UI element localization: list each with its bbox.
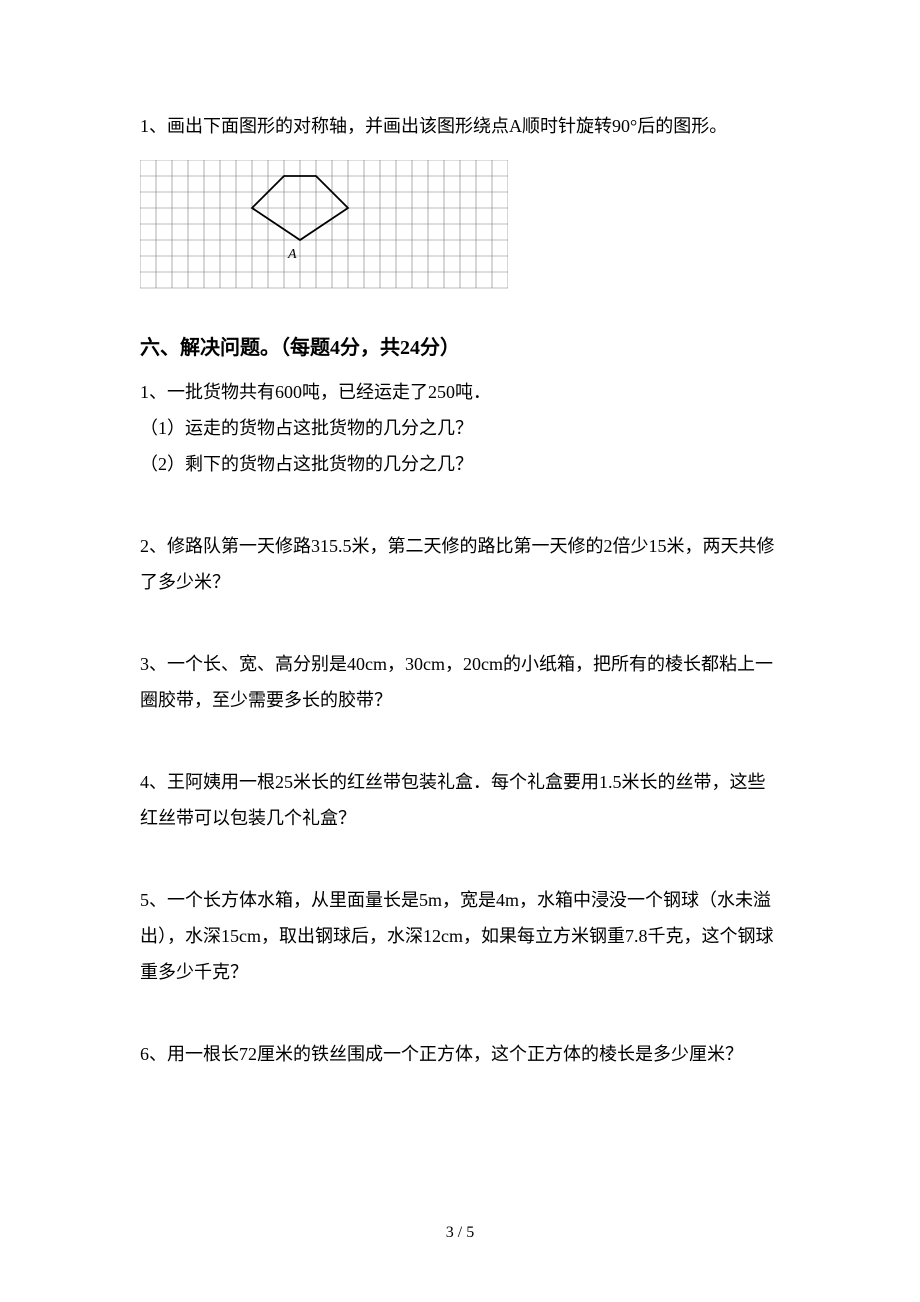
page: 1、画出下面图形的对称轴，并画出该图形绕点A顺时针旋转90°后的图形。 A 六、… [0,0,920,1302]
section-6-heading: 六、解决问题。（每题4分，共24分） [140,331,780,360]
problem-2-line-1: 2、修路队第一天修路315.5米，第二天修的路比第一天修的2倍少15米，两天共修… [140,528,780,600]
problem-4: 4、王阿姨用一根25米长的红丝带包装礼盒．每个礼盒要用1.5米长的丝带，这些红丝… [140,764,780,836]
question-1-text: 1、画出下面图形的对称轴，并画出该图形绕点A顺时针旋转90°后的图形。 [140,110,780,142]
page-footer: 3 / 5 [0,1224,920,1242]
grid-svg: A [140,160,508,298]
problem-6: 6、用一根长72厘米的铁丝围成一个正方体，这个正方体的棱长是多少厘米？ [140,1036,780,1072]
problem-1-line-2: （1）运走的货物占这批货物的几分之几？ [140,410,780,446]
grid-figure: A [140,160,780,303]
problems-container: 1、一批货物共有600吨，已经运走了250吨．（1）运走的货物占这批货物的几分之… [140,374,780,1072]
problem-6-line-1: 6、用一根长72厘米的铁丝围成一个正方体，这个正方体的棱长是多少厘米？ [140,1036,780,1072]
problem-3-line-1: 3、一个长、宽、高分别是40cm，30cm，20cm的小纸箱，把所有的棱长都粘上… [140,646,780,718]
problem-1-line-1: 1、一批货物共有600吨，已经运走了250吨． [140,374,780,410]
problem-5-line-1: 5、一个长方体水箱，从里面量长是5m，宽是4m，水箱中浸没一个钢球（水未溢出），… [140,882,780,990]
problem-4-line-1: 4、王阿姨用一根25米长的红丝带包装礼盒．每个礼盒要用1.5米长的丝带，这些红丝… [140,764,780,836]
problem-1-line-3: （2）剩下的货物占这批货物的几分之几？ [140,446,780,482]
problem-3: 3、一个长、宽、高分别是40cm，30cm，20cm的小纸箱，把所有的棱长都粘上… [140,646,780,718]
problem-1: 1、一批货物共有600吨，已经运走了250吨．（1）运走的货物占这批货物的几分之… [140,374,780,482]
point-a-label: A [287,247,297,262]
problem-5: 5、一个长方体水箱，从里面量长是5m，宽是4m，水箱中浸没一个钢球（水未溢出），… [140,882,780,990]
problem-2: 2、修路队第一天修路315.5米，第二天修的路比第一天修的2倍少15米，两天共修… [140,528,780,600]
